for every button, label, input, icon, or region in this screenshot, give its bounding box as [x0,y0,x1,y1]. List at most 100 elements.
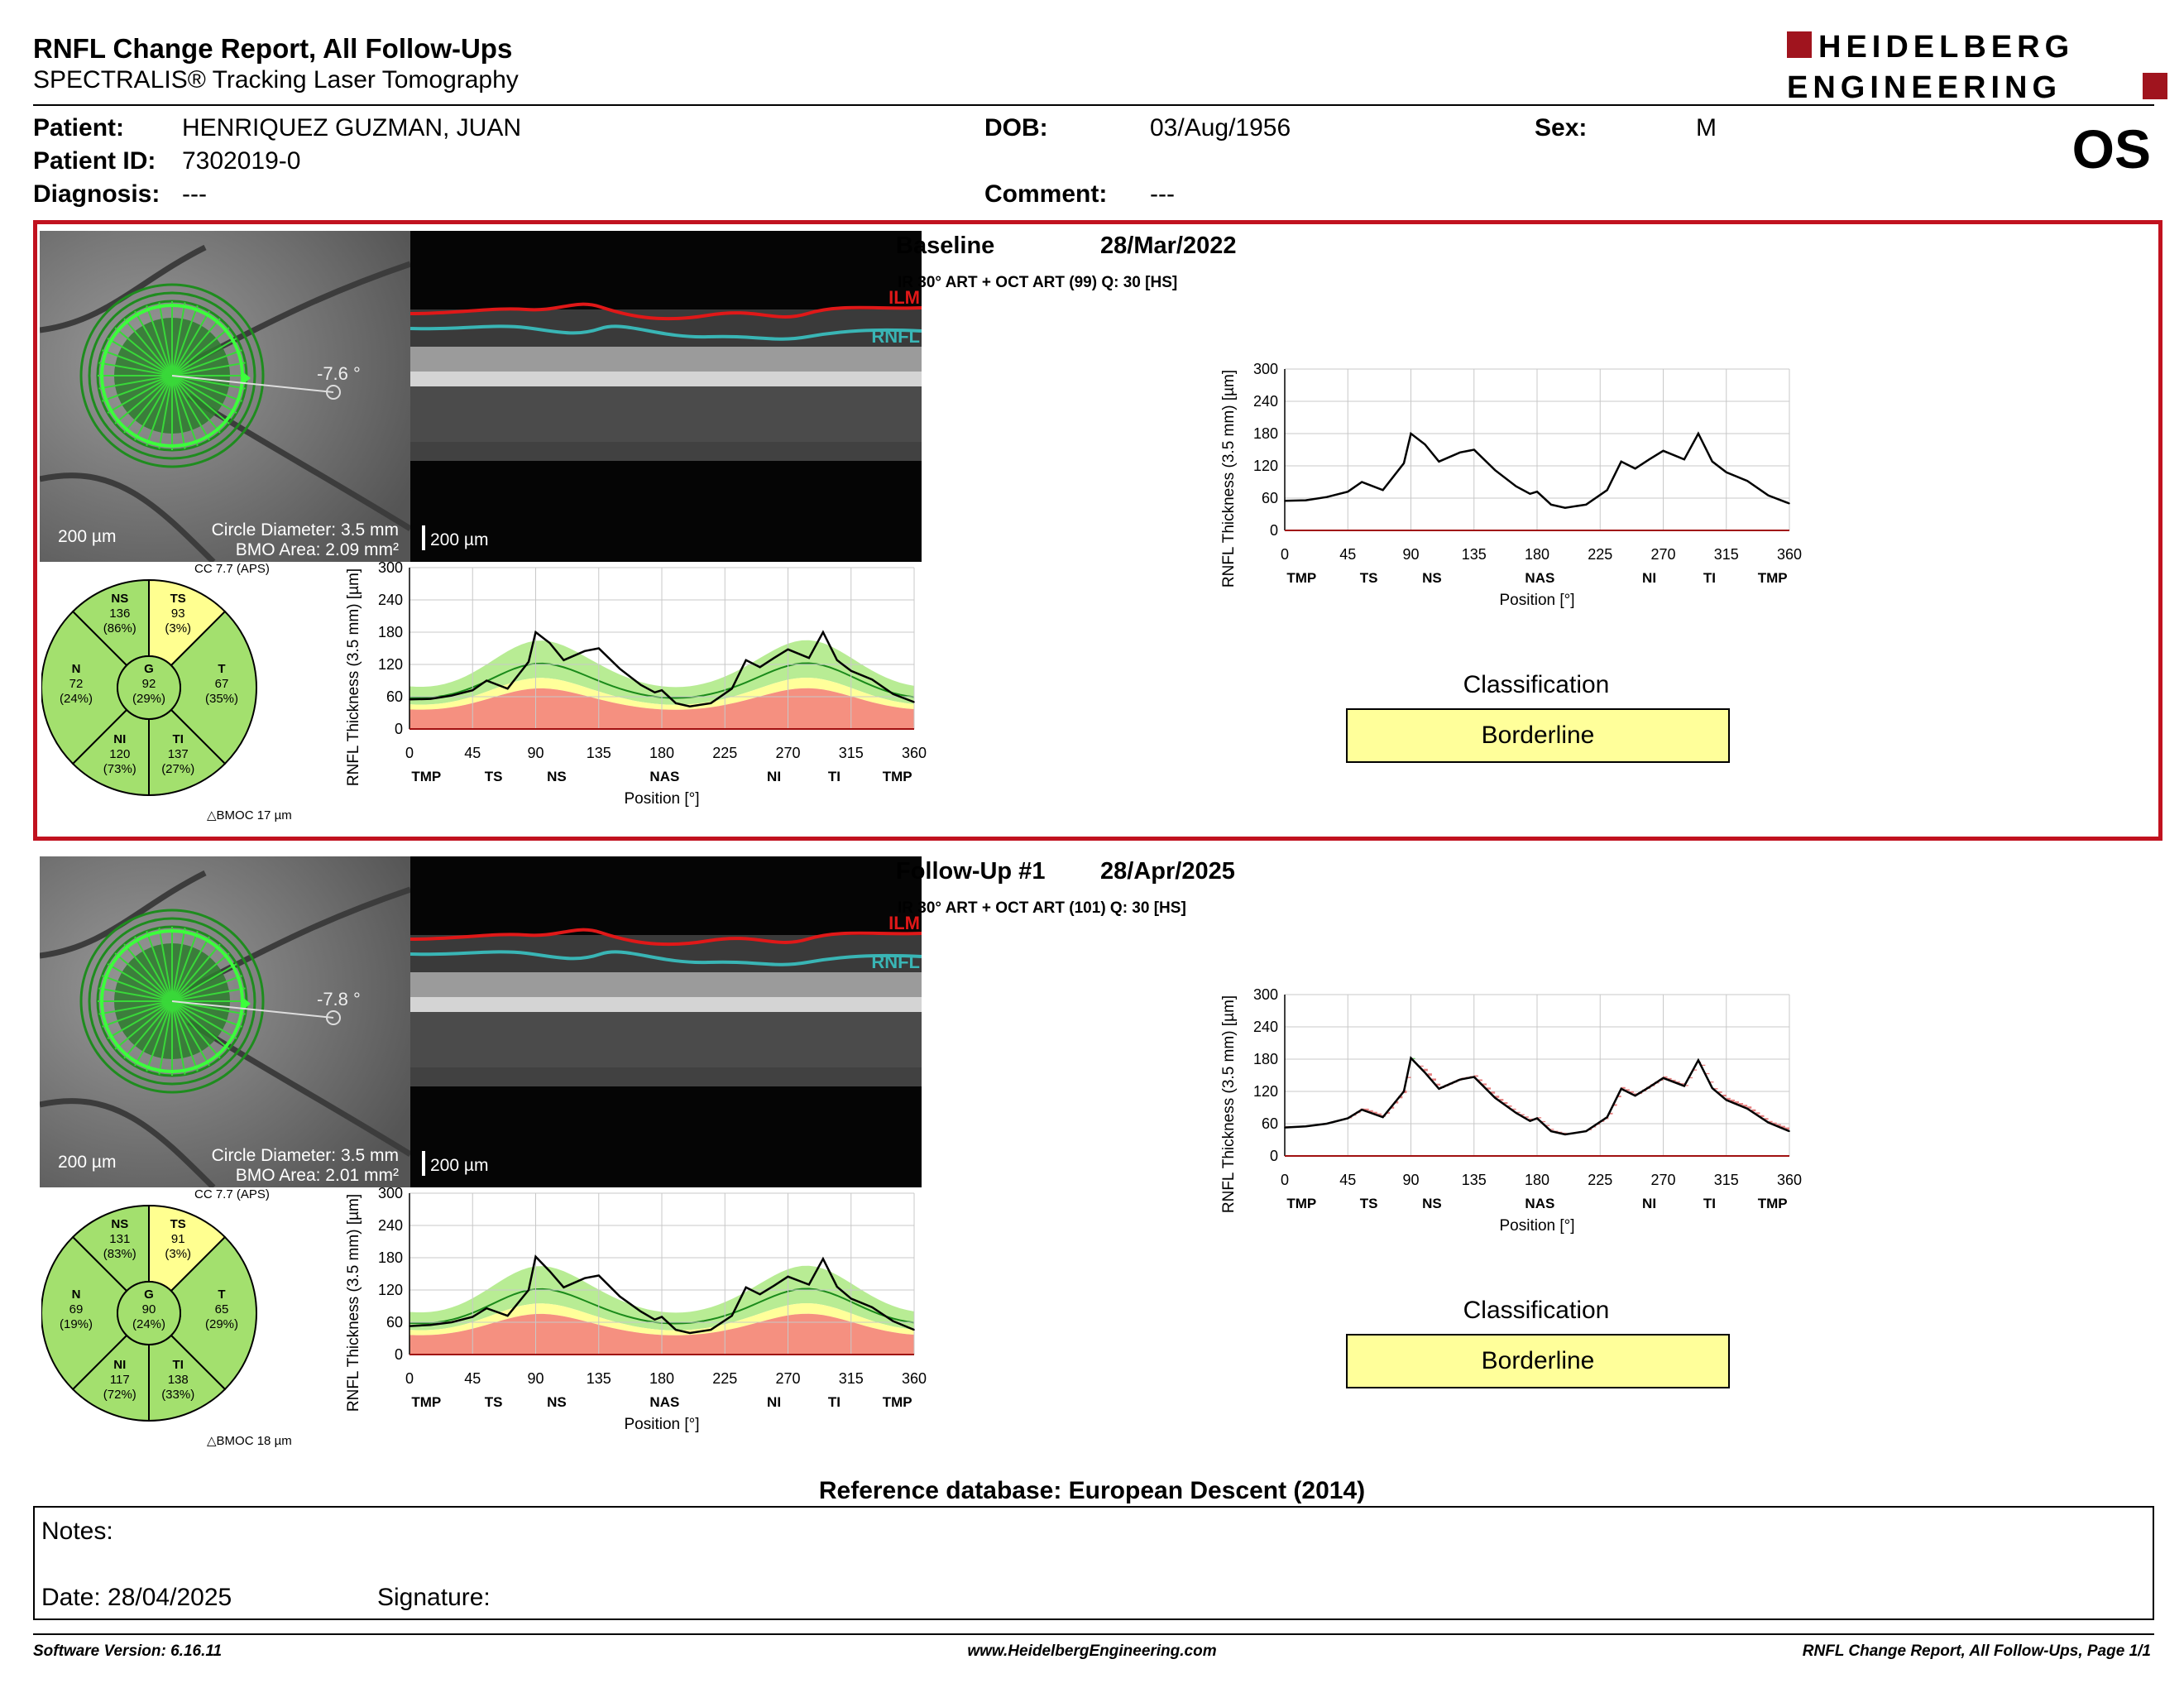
sector-tick-label: TMP [883,1394,912,1410]
data-point [773,657,775,659]
oct-bscan: ILM RNFL 200 µm [410,231,922,562]
data-point [1473,1076,1475,1078]
data-point [534,631,537,633]
change-fill [1739,1103,1744,1105]
y-tick-label: 300 [378,1185,403,1201]
sector-tick-label: TMP [883,769,912,784]
y-tick-label: 60 [386,688,403,705]
data-point [1473,448,1475,451]
data-point [1494,1097,1496,1099]
sector-label: TS [170,592,186,606]
data-point [597,1274,600,1277]
sector-g [117,655,181,720]
data-point [1305,1125,1307,1128]
change-fill [1386,1111,1391,1115]
change-fill [1671,1079,1676,1081]
sector-tick-label: NS [547,1394,567,1410]
y-axis-label: RNFL Thickness (3.5 mm) [µm] [1220,370,1238,587]
data-point [822,1258,824,1260]
data-point [1438,461,1440,463]
change-fill [1495,1096,1500,1098]
exam-label: Baseline [896,233,995,259]
sector-tick-label: TS [485,1394,503,1410]
notes-box[interactable]: Notes: Date: 28/04/2025 Signature: [33,1506,2154,1620]
sector-percent: (3%) [165,621,191,635]
data-point [689,705,691,707]
data-point [528,660,529,663]
rnfl-label: RNFL [871,952,920,972]
y-tick-label: 0 [395,721,403,737]
sector-label: N [72,1288,81,1302]
change-fill [1537,1117,1542,1119]
data-point [1459,451,1461,453]
profile-chart-small: 0 60 120 180 240 300 0 45 90 135 180 225 270 315 360 TM… [345,1185,927,1433]
sector-percent: (86%) [103,621,136,635]
delta-icon: △ [207,808,217,822]
data-point [654,692,656,693]
x-tick-label: 315 [1714,546,1739,563]
change-fill [1625,1089,1630,1091]
sector-tick-label: NS [1422,1196,1442,1211]
sector-tick-label: TI [1703,570,1716,586]
change-fill [1747,1106,1752,1109]
exam-date: 28/Apr/2025 [1100,858,1235,885]
change-fill [1768,1120,1773,1123]
fundus-scale: 200 µm [58,527,117,546]
data-point [1725,472,1727,473]
sector-tick-label: NAS [1525,570,1554,586]
data-point [745,659,747,661]
sector-value: 69 [69,1302,84,1316]
data-point [1529,1120,1531,1122]
bmo-area: BMO Area: 2.01 mm² [235,1166,399,1185]
sector-label: NS [111,1217,128,1231]
website[interactable]: www.HeidelbergEngineering.com [967,1642,1217,1660]
sector-tick-label: TMP [411,1394,441,1410]
data-point [1382,489,1384,492]
ilm-label: ILM [888,287,920,308]
data-point [1712,1087,1713,1089]
sector-tick-label: TI [828,769,841,784]
data-point [1424,1072,1426,1074]
data-point [639,683,642,686]
sector-tick-label: NAS [649,1394,679,1410]
y-tick-label: 120 [1253,1083,1278,1100]
data-point [1648,458,1650,460]
y-tick-label: 240 [378,1217,403,1234]
data-point [836,1286,838,1288]
data-point [1326,1123,1328,1125]
data-point [1550,504,1552,506]
data-point [619,1296,620,1297]
y-tick-label: 300 [378,559,403,576]
data-point [871,679,873,680]
dob-value: 03/Aug/1956 [1150,114,1291,141]
change-fill [1377,1113,1382,1115]
scan-circle-rays [98,927,247,1076]
data-point [563,659,565,661]
data-point [639,1311,642,1312]
change-fill [1608,1112,1613,1115]
change-fill [1693,1069,1698,1071]
change-fill [1528,1118,1533,1120]
data-point [787,649,789,650]
data-point [486,1307,487,1309]
sector-label: T [218,1288,225,1302]
y-axis-label: RNFL Thickness (3.5 mm) [µm] [1220,995,1238,1213]
oct-bscan: ILM RNFL 200 µm [410,856,922,1187]
data-point [661,1316,663,1318]
exam-date: 28/Mar/2022 [1100,233,1237,259]
change-fill [1487,1087,1492,1090]
circle-diameter: Circle Diameter: 3.5 mm [211,520,399,539]
sector-percent: (24%) [60,692,93,706]
bscan-scale: 200 µm [430,530,489,549]
x-tick-label: 315 [839,745,864,761]
x-tick-label: 225 [1588,1172,1612,1188]
sector-label: TI [173,732,184,746]
data-point [1767,1121,1770,1124]
y-tick-label: 0 [1270,1148,1278,1164]
data-point [1284,1126,1286,1129]
data-point [661,689,663,691]
change-fill [1491,1091,1496,1094]
y-tick-label: 240 [1253,1019,1278,1035]
change-fill [1364,1108,1369,1111]
x-tick-label: 225 [712,1370,737,1387]
